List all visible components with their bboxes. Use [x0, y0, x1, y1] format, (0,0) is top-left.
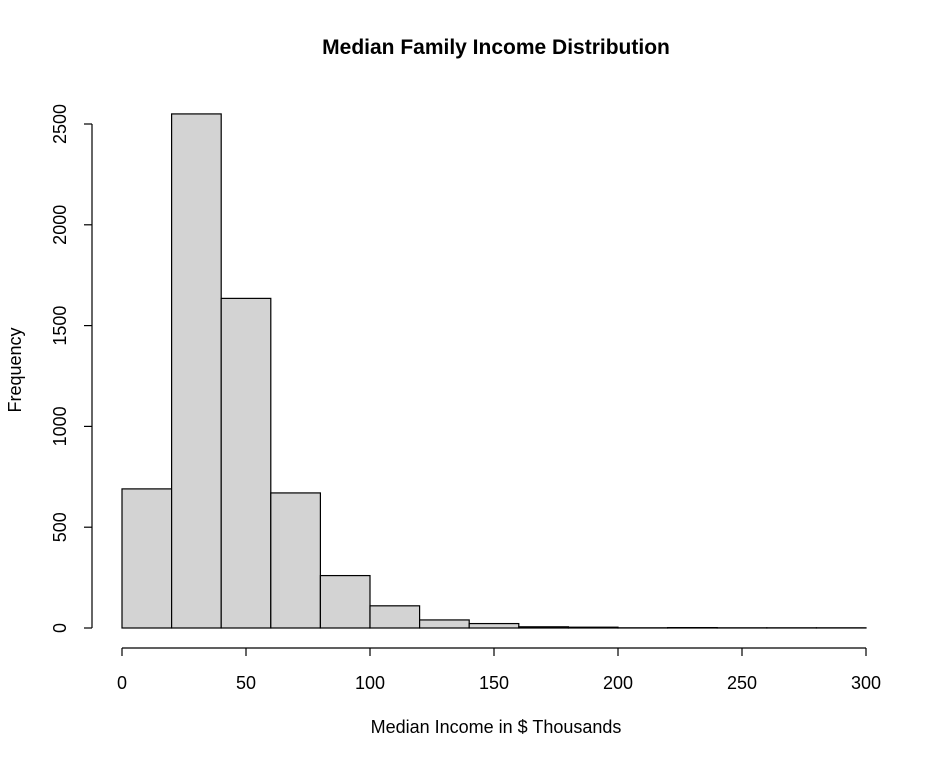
y-tick-label: 500	[50, 512, 70, 542]
histogram-bar	[220, 297, 272, 629]
x-tick-label: 100	[355, 673, 385, 693]
y-tick-label: 2500	[50, 104, 70, 144]
histogram-bar	[567, 626, 619, 629]
y-tick-label: 0	[50, 623, 70, 633]
histogram-bar	[369, 605, 421, 629]
y-axis-label: Frequency	[5, 327, 25, 412]
bars-group	[121, 113, 867, 629]
x-tick-label: 0	[117, 673, 127, 693]
x-axis-label: Median Income in $ Thousands	[371, 717, 622, 737]
histogram-bar	[319, 574, 371, 629]
histogram-bar	[468, 622, 520, 629]
histogram-bar	[518, 626, 569, 629]
y-tick-label: 1000	[50, 406, 70, 446]
chart-title: Median Family Income Distribution	[322, 36, 670, 59]
x-tick-label: 150	[479, 673, 509, 693]
x-axis: 0 50 100 150 200 250 300	[117, 647, 881, 693]
x-tick-label: 300	[851, 673, 881, 693]
histogram-bar	[171, 113, 222, 629]
histogram-bar	[270, 492, 321, 629]
histogram-bar	[121, 488, 173, 629]
y-tick-label: 2000	[50, 205, 70, 245]
y-axis: 0 500 1000 1500 2000 2500	[50, 104, 93, 633]
x-tick-label: 200	[603, 673, 633, 693]
x-tick-label: 50	[236, 673, 256, 693]
histogram-bar	[419, 619, 470, 629]
x-tick-label: 250	[727, 673, 757, 693]
y-tick-label: 1500	[50, 306, 70, 346]
